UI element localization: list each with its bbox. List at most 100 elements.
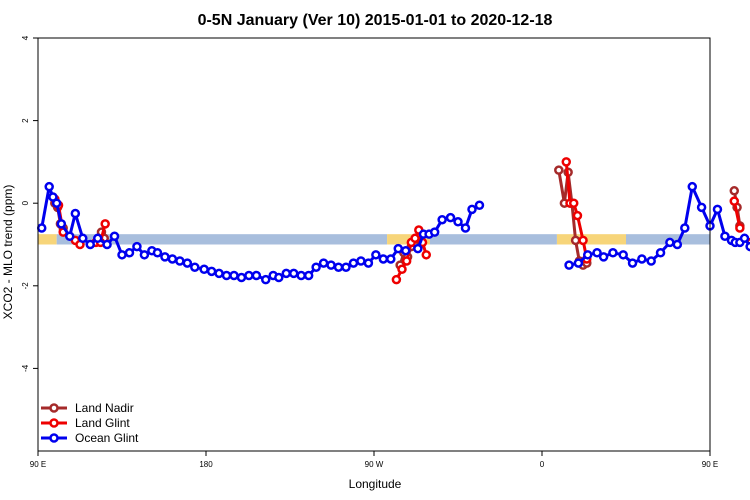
data-point [229,270,239,281]
data-point [582,250,593,260]
data-point [326,260,336,270]
data-point [274,272,284,283]
y-axis-label: XCO2 - MLO trend (ppm) [1,185,15,320]
data-point [445,212,456,223]
data-point [397,264,407,275]
data-point [729,186,740,196]
data-point [190,262,200,272]
data-point [167,254,178,264]
y-tick-label: 4 [21,35,30,40]
data-point [109,231,120,241]
data-point [729,196,740,206]
band-segment-land [556,234,626,245]
data-point [393,243,404,254]
data-point [453,217,463,227]
data-point [371,250,381,260]
data-point [745,241,750,252]
data-point [36,223,47,233]
legend-item-land-glint: Land Glint [41,416,130,430]
data-point [44,181,54,192]
data-point [680,223,690,233]
legend-marker [49,418,59,428]
data-point [646,256,656,266]
x-tick-label: 180 [199,460,213,469]
data-point [175,256,185,266]
y-tick-label: 0 [21,200,30,205]
data-point [598,252,609,262]
data-point [152,248,163,258]
data-point [429,227,440,237]
data-point [92,233,103,244]
data-point [236,272,247,283]
data-point [578,235,588,246]
data-point [124,248,135,258]
data-point [467,204,477,215]
data-point [221,270,232,281]
data-point [102,239,112,250]
data-point [687,181,698,192]
data-point [637,254,647,264]
data-point [288,268,299,279]
x-tick-label: 90 E [30,460,46,469]
data-point [100,219,110,229]
data-point [655,248,666,258]
axes: 90 E 180 90 W 0 90 E 4 2 0 -2 -4 [21,35,718,469]
data-point [303,270,314,281]
data-point [56,219,67,229]
data-point [199,264,209,275]
data-point [561,157,572,167]
data-point [618,250,628,260]
data-point [720,231,730,241]
data-point [244,270,254,281]
data-point [564,260,574,270]
legend-marker [49,433,59,443]
band-segment-land [38,234,57,245]
legend-item-land-nadir: Land Nadir [41,401,134,415]
data-point [608,248,618,258]
data-point [85,239,96,250]
x-tick-label: 90 W [365,460,384,469]
data-point [378,254,389,264]
data-point [592,248,602,258]
y-tick-label: 2 [21,118,30,123]
data-point [572,210,583,221]
data-point [214,268,224,279]
data-point [70,208,81,219]
data-point [386,254,396,264]
y-tick-label: -4 [21,364,30,372]
data-point [573,258,584,268]
legend-item-ocean-glint: Ocean Glint [41,431,139,445]
data-point [391,274,402,285]
data-point [627,258,638,268]
x-tick-label: 0 [540,460,545,469]
data-point [401,256,412,266]
data-point [117,250,127,260]
data-point [410,233,420,244]
data-point [251,270,262,281]
data-point [568,198,579,208]
data-point [160,252,170,262]
x-axis-label: Longitude [349,477,402,491]
data-point [437,214,447,225]
data-point [341,262,351,272]
data-point [672,239,683,250]
data-point [132,241,142,252]
legend-label: Land Nadir [75,401,134,415]
legend-label: Land Glint [75,416,130,430]
series-layer [36,157,750,285]
data-point [78,233,88,244]
data-point [413,243,423,254]
legend-label: Ocean Glint [75,431,139,445]
data-point [296,270,306,281]
data-point [318,258,329,268]
data-point [570,235,581,246]
data-point [460,223,471,233]
data-point [356,256,366,266]
data-point [665,237,675,248]
legend-marker [49,403,59,413]
data-point [260,274,271,285]
data-point [696,202,707,213]
data-point [333,262,344,272]
